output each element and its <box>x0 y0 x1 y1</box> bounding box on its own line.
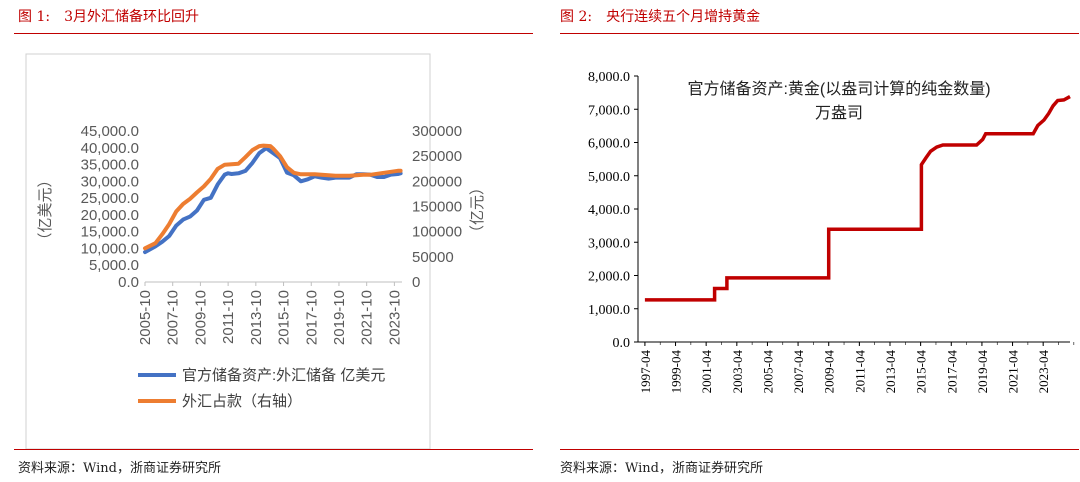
series-line-gold-reserves <box>644 95 1071 302</box>
x-tick-label: 2011-04 <box>852 350 867 393</box>
x-tick-label: 2017-04 <box>944 350 959 394</box>
x-tick-label: 2017-10 <box>303 290 320 345</box>
left-y-tick-label: 5,000.0 <box>89 257 139 274</box>
x-tick-label: 2007-04 <box>791 350 806 394</box>
x-tick-label: 2013-10 <box>248 290 265 345</box>
y-tick-label: 2,000.0 <box>588 270 630 285</box>
legend: 官方储备资产:外汇储备 亿美元 外汇占款（右轴） <box>138 367 385 410</box>
figure-2-source: 资料来源：Wind，浙商证券研究所 <box>560 461 763 476</box>
x-tick-labels: 1997-04 1999-04 2001-04 2003-04 2005-04 2007-… <box>638 342 1075 394</box>
x-tick-label: 2005-04 <box>760 350 775 394</box>
y-tick-label: 1,000.0 <box>588 303 630 318</box>
chart-frame <box>25 53 431 450</box>
figure-1-panel: 图 1: 3月外汇储备环比回升 0.0 5,000.0 10,000.0 15,000.… <box>14 6 533 476</box>
x-tick-label: 2023-04 <box>1036 350 1051 394</box>
y-tick-label: 3,000.0 <box>588 236 630 251</box>
right-y-tick-label: 100000 <box>412 224 462 241</box>
right-y-tick-labels: 0 50000 100000 150000 200000 250000 300000 <box>412 123 462 291</box>
x-tick-label: 2011-10 <box>220 290 237 344</box>
left-y-tick-label: 30,000.0 <box>81 173 139 190</box>
gold-reserves-chart: 官方储备资产:黄金(以盎司计算的纯金数量) 万盎司 0.0 1,000.0 2,00… <box>588 70 1075 394</box>
figure-2-label: 图 2: <box>560 9 593 25</box>
figure-2-top-rule <box>560 33 1079 34</box>
figure-1-bottom-rule <box>14 449 533 450</box>
y-tick-label: 0.0 <box>613 336 631 351</box>
right-y-tick-label: 300000 <box>412 123 462 140</box>
x-tick-label: 2019-10 <box>331 290 348 345</box>
left-y-tick-label: 0.0 <box>118 274 139 291</box>
y-tick-label: 8,000.0 <box>588 70 630 85</box>
x-tick-label: 2021-10 <box>359 290 376 345</box>
right-y-tick-label: 250000 <box>412 148 462 165</box>
right-y-tick-label: 0 <box>412 274 420 291</box>
left-y-tick-label: 15,000.0 <box>81 224 139 241</box>
left-y-tick-label: 20,000.0 <box>81 207 139 224</box>
y-tick-label: 6,000.0 <box>588 137 630 152</box>
figure-2-bottom-rule <box>560 449 1079 450</box>
x-tick-label: 1999-04 <box>669 350 684 394</box>
x-tick-label: 2003-04 <box>730 350 745 394</box>
x-tick-label: 2021-04 <box>1006 350 1021 394</box>
x-tick-label: 2023-10 <box>386 290 403 345</box>
figure-2-caption: 央行连续五个月增持黄金 <box>606 9 761 25</box>
x-tick-label: 2015-04 <box>914 350 929 394</box>
figure-1-label: 图 1: <box>18 9 51 25</box>
chart-title-line-2: 万盎司 <box>815 104 863 122</box>
left-y-tick-label: 10,000.0 <box>81 240 139 257</box>
left-y-tick-label: 45,000.0 <box>81 123 139 140</box>
x-tick-label: 2009-10 <box>192 290 209 345</box>
left-y-tick-labels: 0.05,000.010,000.015,000.020,000.025,000… <box>81 123 139 291</box>
x-tick-label: 2015-10 <box>276 290 293 345</box>
y-tick-label: 5,000.0 <box>588 170 630 185</box>
left-y-tick-label: 35,000.0 <box>81 157 139 174</box>
series-lines <box>143 143 403 255</box>
series-line-fx-funds <box>143 143 403 251</box>
legend-label-fx-funds: 外汇占款（右轴） <box>182 393 302 410</box>
legend-label-forex-reserves: 官方储备资产:外汇储备 亿美元 <box>182 367 385 384</box>
series-lines <box>644 95 1071 302</box>
chart-title-line-1: 官方储备资产:黄金(以盎司计算的纯金数量) <box>687 79 990 98</box>
x-tick-label: 2009-04 <box>822 350 837 394</box>
left-y-tick-label: 25,000.0 <box>81 190 139 207</box>
figure-1-title: 图 1: 3月外汇储备环比回升 <box>18 6 199 26</box>
x-tick-label: 2007-10 <box>165 290 182 345</box>
figure-1-caption: 3月外汇储备环比回升 <box>64 9 199 25</box>
right-y-tick-label: 200000 <box>412 173 462 190</box>
figure-2-title: 图 2: 央行连续五个月增持黄金 <box>560 6 760 26</box>
x-tick-label: 2005-10 <box>137 290 154 345</box>
figure-1-source: 资料来源：Wind，浙商证券研究所 <box>18 461 221 476</box>
right-y-tick-label: 150000 <box>412 199 462 216</box>
y-tick-labels: 0.0 1,000.0 2,000.0 3,000.0 4,000.0 5,000.0 6,… <box>588 70 638 351</box>
right-y-tick-label: 50000 <box>412 249 454 266</box>
x-tick-label: 1997-04 <box>638 350 653 394</box>
figure-2-panel: 图 2: 央行连续五个月增持黄金 官方储备资产:黄金(以盎司计算的纯金数量) 万盎… <box>540 0 1080 482</box>
left-y-tick-label: 40,000.0 <box>81 140 139 157</box>
right-y-axis-label: （亿元） <box>469 180 486 240</box>
x-tick-label: 2019-04 <box>975 350 990 394</box>
figure-1-top-rule <box>14 33 533 34</box>
forex-reserves-chart: 0.05,000.010,000.015,000.020,000.025,000… <box>25 53 486 450</box>
x-tick-label: 2001-04 <box>699 350 714 394</box>
left-y-axis-label: （亿美元） <box>37 172 54 247</box>
y-tick-label: 4,000.0 <box>588 203 630 218</box>
x-tick-labels: 2005-10 2007-10 2009-10 2011-10 2013-10 2015-… <box>137 282 403 345</box>
y-tick-label: 7,000.0 <box>588 103 630 118</box>
x-tick-label: 2013-04 <box>883 350 898 394</box>
